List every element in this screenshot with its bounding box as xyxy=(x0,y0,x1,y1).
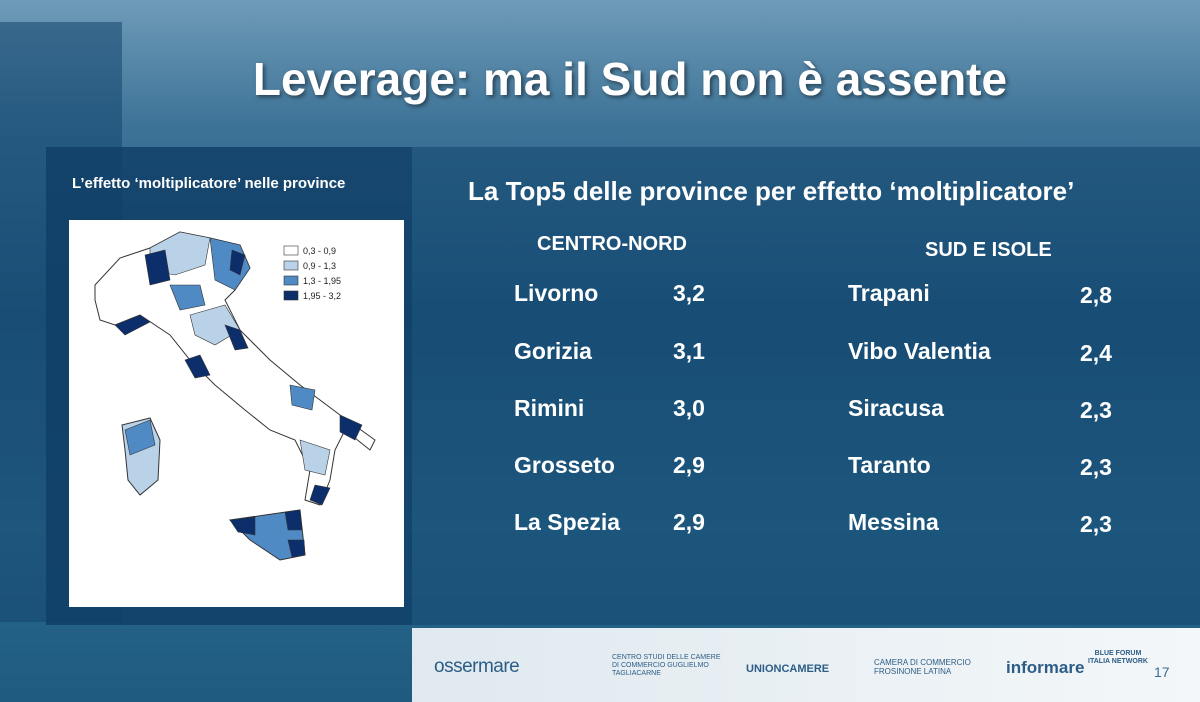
region xyxy=(287,539,306,558)
partner-logo: CENTRO STUDI DELLE CAMERE DI COMMERCIO G… xyxy=(612,654,721,677)
legend-label: 0,3 - 0,9 xyxy=(303,246,336,256)
province-value: 2,3 xyxy=(1080,511,1112,537)
province-name: Livorno xyxy=(514,280,599,306)
province-value: 2,3 xyxy=(1080,397,1112,423)
region xyxy=(124,419,156,456)
region xyxy=(224,324,249,351)
region xyxy=(229,516,256,536)
province-name: Gorizia xyxy=(514,338,592,364)
province-name: Taranto xyxy=(848,452,931,478)
province-value: 2,8 xyxy=(1080,282,1112,308)
region xyxy=(189,304,241,346)
province-name: Messina xyxy=(848,509,939,535)
legend-label: 0,9 - 1,3 xyxy=(303,261,336,271)
legend-swatch xyxy=(283,260,299,271)
province-name: Trapani xyxy=(848,280,930,306)
legend-swatch xyxy=(283,290,299,301)
region xyxy=(144,249,171,286)
map-legend: 0,3 - 0,9 0,9 - 1,3 1,3 - 1,95 1,95 - 3,2 xyxy=(283,245,341,301)
legend-label: 1,95 - 3,2 xyxy=(303,291,341,301)
legend-swatch xyxy=(283,245,299,256)
province-value: 3,1 xyxy=(673,338,705,364)
legend-swatch xyxy=(283,275,299,286)
region xyxy=(339,414,363,441)
slide-title: Leverage: ma il Sud non è assente xyxy=(252,53,1008,105)
region xyxy=(184,354,211,379)
italy-map xyxy=(94,231,376,561)
region xyxy=(229,249,246,276)
province-value: 2,9 xyxy=(673,509,705,535)
partner-logo: BLUE FORUM ITALIA NETWORK xyxy=(1088,650,1148,665)
province-value: 3,0 xyxy=(673,395,705,421)
page-number: 17 xyxy=(1154,664,1170,680)
region xyxy=(169,284,206,311)
province-name: Siracusa xyxy=(848,395,944,421)
province-value: 3,2 xyxy=(673,280,705,306)
region xyxy=(309,484,331,506)
province-value: 2,4 xyxy=(1080,340,1112,366)
province-value: 2,3 xyxy=(1080,454,1112,480)
partner-logo: UNIONCAMERE xyxy=(746,663,830,675)
province-name: Vibo Valentia xyxy=(848,338,991,364)
partner-logo: ossermare xyxy=(434,656,520,677)
province-name: La Spezia xyxy=(514,509,621,535)
map-box xyxy=(69,220,404,607)
legend-label: 1,3 - 1,95 xyxy=(303,276,341,286)
region xyxy=(114,314,151,336)
map-caption: L’effetto ‘moltiplicatore’ nelle provinc… xyxy=(72,175,346,192)
footer: ossermare CENTRO STUDI DELLE CAMERE DI CO… xyxy=(412,628,1200,702)
column-header: CENTRO-NORD xyxy=(537,233,687,255)
province-name: Grosseto xyxy=(514,452,615,478)
ranking-title: La Top5 delle province per effetto ‘molt… xyxy=(468,176,1075,206)
partner-logo: CAMERA DI COMMERCIO FROSINONE LATINA xyxy=(874,658,971,676)
column-header: SUD E ISOLE xyxy=(925,239,1052,261)
region xyxy=(284,509,303,531)
partner-logo: informare xyxy=(1006,658,1085,677)
region xyxy=(299,439,331,476)
province-name: Rimini xyxy=(514,395,585,421)
province-value: 2,9 xyxy=(673,452,705,478)
region xyxy=(209,237,251,291)
region xyxy=(289,384,316,411)
